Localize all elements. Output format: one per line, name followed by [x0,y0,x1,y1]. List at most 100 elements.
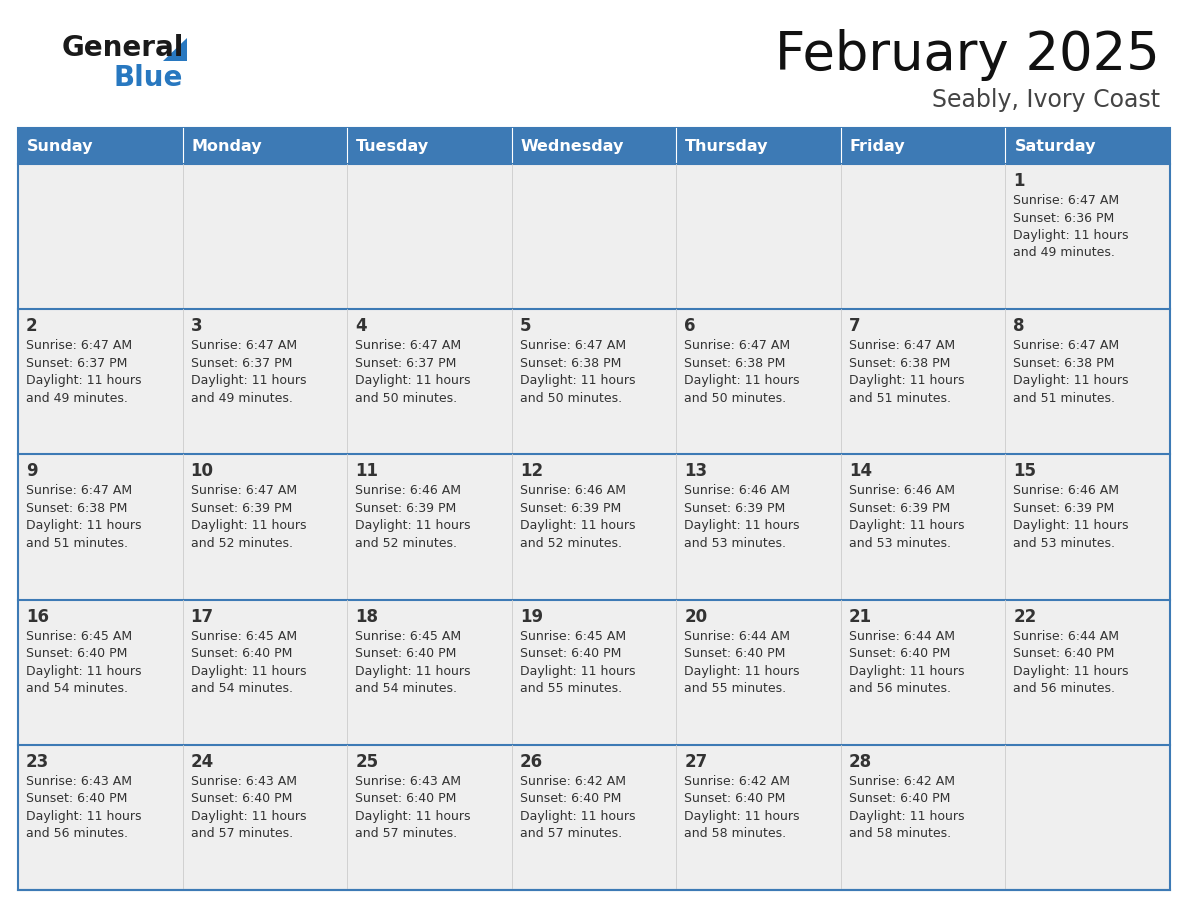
Text: Daylight: 11 hours: Daylight: 11 hours [1013,520,1129,532]
Text: Sunset: 6:40 PM: Sunset: 6:40 PM [519,792,621,805]
Text: 18: 18 [355,608,378,625]
Text: Sunset: 6:38 PM: Sunset: 6:38 PM [849,357,950,370]
Text: Sunset: 6:40 PM: Sunset: 6:40 PM [190,647,292,660]
Text: Sunrise: 6:46 AM: Sunrise: 6:46 AM [1013,485,1119,498]
Text: Daylight: 11 hours: Daylight: 11 hours [684,665,800,677]
Text: Sunset: 6:38 PM: Sunset: 6:38 PM [684,357,785,370]
Text: Daylight: 11 hours: Daylight: 11 hours [355,375,470,387]
Text: Sunset: 6:38 PM: Sunset: 6:38 PM [519,357,621,370]
Text: Sunset: 6:40 PM: Sunset: 6:40 PM [355,647,456,660]
Bar [183,128,347,164]
Text: and 56 minutes.: and 56 minutes. [849,682,950,695]
Text: and 56 minutes.: and 56 minutes. [1013,682,1116,695]
Text: 16: 16 [26,608,49,625]
Bar [18,128,1170,890]
Text: Sunset: 6:40 PM: Sunset: 6:40 PM [519,647,621,660]
Text: Daylight: 11 hours: Daylight: 11 hours [26,665,141,677]
Text: Daylight: 11 hours: Daylight: 11 hours [684,810,800,823]
Text: Sunset: 6:40 PM: Sunset: 6:40 PM [190,792,292,805]
Text: and 51 minutes.: and 51 minutes. [26,537,128,550]
Text: Sunrise: 6:47 AM: Sunrise: 6:47 AM [355,339,461,353]
Text: and 56 minutes.: and 56 minutes. [26,827,128,840]
Text: Sunset: 6:37 PM: Sunset: 6:37 PM [190,357,292,370]
Text: 21: 21 [849,608,872,625]
Text: Sunrise: 6:42 AM: Sunrise: 6:42 AM [684,775,790,788]
Text: Daylight: 11 hours: Daylight: 11 hours [1013,665,1129,677]
Bar [1005,128,1170,164]
Text: Sunset: 6:39 PM: Sunset: 6:39 PM [849,502,950,515]
Text: Sunset: 6:40 PM: Sunset: 6:40 PM [849,792,950,805]
Text: Sunset: 6:40 PM: Sunset: 6:40 PM [355,792,456,805]
Text: and 50 minutes.: and 50 minutes. [519,392,621,405]
Text: Sunrise: 6:47 AM: Sunrise: 6:47 AM [26,339,132,353]
Text: Sunrise: 6:46 AM: Sunrise: 6:46 AM [849,485,955,498]
Text: Sunday: Sunday [27,139,94,153]
Text: 15: 15 [1013,463,1036,480]
Text: Daylight: 11 hours: Daylight: 11 hours [355,810,470,823]
Text: Sunset: 6:39 PM: Sunset: 6:39 PM [1013,502,1114,515]
Text: Monday: Monday [191,139,263,153]
Text: Sunrise: 6:47 AM: Sunrise: 6:47 AM [684,339,790,353]
Bar [676,128,841,164]
Text: 23: 23 [26,753,49,771]
Text: General: General [62,34,184,62]
Text: Sunset: 6:40 PM: Sunset: 6:40 PM [684,792,785,805]
Text: Daylight: 11 hours: Daylight: 11 hours [1013,375,1129,387]
Text: Sunrise: 6:45 AM: Sunrise: 6:45 AM [519,630,626,643]
Text: Daylight: 11 hours: Daylight: 11 hours [26,810,141,823]
Text: Daylight: 11 hours: Daylight: 11 hours [519,375,636,387]
Text: and 52 minutes.: and 52 minutes. [519,537,621,550]
Text: Daylight: 11 hours: Daylight: 11 hours [684,375,800,387]
Text: Sunset: 6:38 PM: Sunset: 6:38 PM [26,502,127,515]
Bar [18,128,183,164]
Text: 27: 27 [684,753,708,771]
Bar [18,599,1170,744]
Text: Sunrise: 6:47 AM: Sunrise: 6:47 AM [849,339,955,353]
Text: and 50 minutes.: and 50 minutes. [684,392,786,405]
Text: Sunrise: 6:42 AM: Sunrise: 6:42 AM [849,775,955,788]
Text: Daylight: 11 hours: Daylight: 11 hours [190,810,307,823]
Text: and 57 minutes.: and 57 minutes. [355,827,457,840]
Text: Daylight: 11 hours: Daylight: 11 hours [519,810,636,823]
Text: and 52 minutes.: and 52 minutes. [190,537,292,550]
Text: and 57 minutes.: and 57 minutes. [519,827,621,840]
Text: and 49 minutes.: and 49 minutes. [26,392,128,405]
Text: and 49 minutes.: and 49 minutes. [1013,247,1116,260]
Text: Sunrise: 6:43 AM: Sunrise: 6:43 AM [26,775,132,788]
Text: Sunrise: 6:47 AM: Sunrise: 6:47 AM [190,485,297,498]
Text: Sunrise: 6:47 AM: Sunrise: 6:47 AM [26,485,132,498]
Text: and 54 minutes.: and 54 minutes. [355,682,457,695]
Text: Sunrise: 6:47 AM: Sunrise: 6:47 AM [519,339,626,353]
Text: 11: 11 [355,463,378,480]
Text: and 53 minutes.: and 53 minutes. [684,537,786,550]
Text: 4: 4 [355,318,367,335]
Text: Sunset: 6:40 PM: Sunset: 6:40 PM [684,647,785,660]
Text: and 54 minutes.: and 54 minutes. [190,682,292,695]
Text: Saturday: Saturday [1015,139,1095,153]
Text: Daylight: 11 hours: Daylight: 11 hours [849,520,965,532]
Text: 19: 19 [519,608,543,625]
Bar [841,128,1005,164]
Text: Sunset: 6:37 PM: Sunset: 6:37 PM [26,357,127,370]
Text: Daylight: 11 hours: Daylight: 11 hours [355,665,470,677]
Bar [18,744,1170,890]
Text: Sunset: 6:40 PM: Sunset: 6:40 PM [1013,647,1114,660]
Text: 10: 10 [190,463,214,480]
Text: and 55 minutes.: and 55 minutes. [684,682,786,695]
Text: and 55 minutes.: and 55 minutes. [519,682,621,695]
Text: and 53 minutes.: and 53 minutes. [849,537,950,550]
Text: 12: 12 [519,463,543,480]
Text: Sunrise: 6:42 AM: Sunrise: 6:42 AM [519,775,626,788]
Text: Sunrise: 6:45 AM: Sunrise: 6:45 AM [26,630,132,643]
Bar [18,164,1170,309]
Text: Sunrise: 6:44 AM: Sunrise: 6:44 AM [849,630,955,643]
Text: Sunrise: 6:47 AM: Sunrise: 6:47 AM [1013,339,1119,353]
Text: Sunset: 6:40 PM: Sunset: 6:40 PM [26,647,127,660]
Text: Sunrise: 6:43 AM: Sunrise: 6:43 AM [190,775,297,788]
Text: 3: 3 [190,318,202,335]
Text: 2: 2 [26,318,38,335]
Text: Daylight: 11 hours: Daylight: 11 hours [26,520,141,532]
Text: Sunrise: 6:44 AM: Sunrise: 6:44 AM [1013,630,1119,643]
Text: Sunset: 6:39 PM: Sunset: 6:39 PM [355,502,456,515]
Text: 14: 14 [849,463,872,480]
